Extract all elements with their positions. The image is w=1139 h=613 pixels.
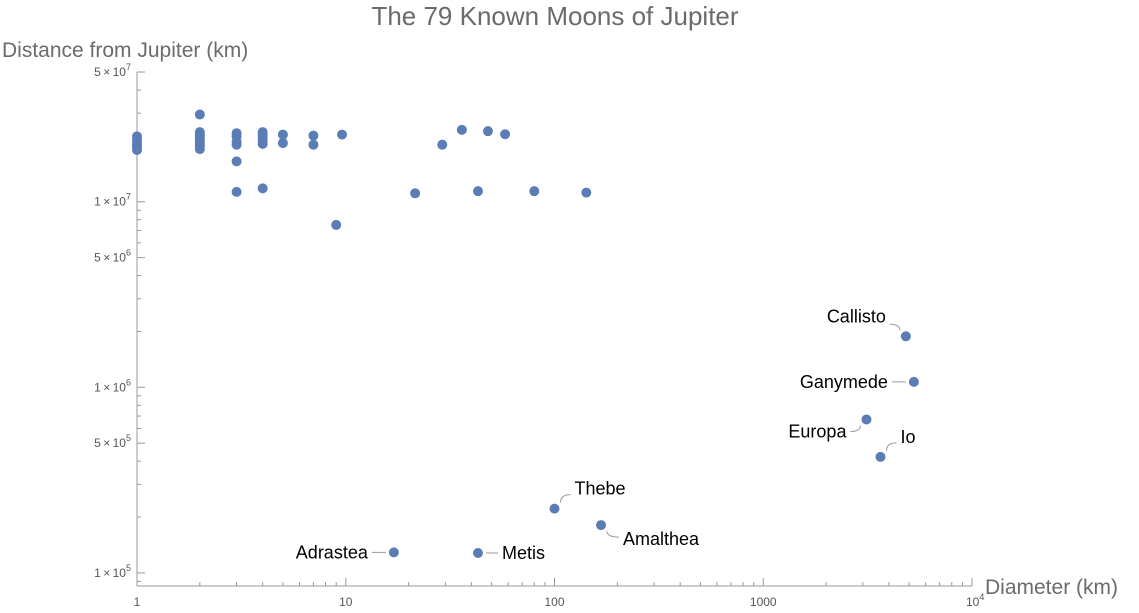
- x-axis-title: Diameter (km): [985, 576, 1118, 599]
- moon-point-callisto: [900, 331, 911, 342]
- moon-point: [482, 126, 493, 137]
- moon-point: [472, 186, 483, 197]
- data-points: [132, 109, 919, 559]
- y-tick-label: 1 × 105: [94, 563, 131, 580]
- x-tick-label: 100: [544, 595, 564, 609]
- y-tick-label: 1 × 107: [94, 192, 131, 209]
- annotation-leader-line: [606, 531, 619, 538]
- y-tick-label: 5 × 105: [94, 433, 131, 450]
- x-axis-ticks: 1 10 100 1000 104: [134, 578, 984, 609]
- x-tick-label: 10: [339, 595, 353, 609]
- annotation-label-adrastea: Adrastea: [296, 542, 369, 562]
- moon-point: [308, 139, 319, 150]
- annotation-label-metis: Metis: [502, 543, 545, 563]
- moon-point: [437, 139, 448, 150]
- annotation-label-thebe: Thebe: [575, 479, 626, 499]
- moon-point: [194, 109, 205, 120]
- moon-point: [231, 139, 242, 150]
- moon-point: [277, 138, 288, 149]
- annotation-label-io: Io: [900, 427, 915, 447]
- annotation-label-amalthea: Amalthea: [623, 529, 700, 549]
- moon-point-europa: [861, 414, 872, 425]
- y-tick-label: 1 × 106: [94, 377, 131, 394]
- moon-point-amalthea: [595, 520, 606, 531]
- y-tick-label: 5 × 107: [94, 62, 131, 79]
- x-tick-label: 104: [966, 592, 984, 609]
- y-axis-ticks: 1 × 105 5 × 105 1 × 106 5 × 106 1 × 107 5 × 1…: [94, 62, 145, 582]
- moon-point-metis: [472, 548, 483, 559]
- moon-point-adrastea: [388, 547, 399, 558]
- moon-point: [500, 129, 511, 140]
- moon-point: [308, 130, 319, 141]
- chart-title: The 79 Known Moons of Jupiter: [371, 1, 738, 31]
- annotation-label-ganymede: Ganymede: [800, 372, 888, 392]
- moon-point: [331, 219, 342, 230]
- moon-point: [581, 187, 592, 198]
- moon-point: [456, 124, 467, 135]
- x-tick-exponent: 4: [979, 592, 984, 602]
- moon-point-ganymede: [908, 376, 919, 387]
- y-axis-title: Distance from Jupiter (km): [2, 39, 248, 62]
- moon-point: [132, 144, 142, 155]
- annotation-label-europa: Europa: [788, 421, 847, 441]
- x-tick-label: 1: [134, 595, 141, 609]
- point-annotations: Adrastea Metis Thebe Amalthea Europa Io Callis…: [296, 306, 916, 563]
- annotation-leader-line: [885, 442, 897, 451]
- moon-point: [277, 129, 288, 140]
- annotation-leader-line: [889, 323, 901, 331]
- annotation-leader-line: [560, 494, 571, 503]
- moon-point-thebe: [549, 503, 560, 514]
- moon-point: [410, 188, 421, 199]
- moon-point: [194, 144, 205, 155]
- x-tick-label: 1000: [750, 595, 777, 609]
- annotation-leader-line: [850, 425, 861, 432]
- moon-point: [231, 186, 242, 197]
- moon-point: [257, 138, 268, 149]
- moon-point-io: [875, 451, 886, 462]
- y-tick-label: 5 × 106: [94, 248, 131, 265]
- moon-point: [231, 156, 242, 167]
- moon-point: [257, 183, 268, 194]
- moon-point: [337, 129, 348, 140]
- annotation-label-callisto: Callisto: [827, 306, 886, 326]
- moon-point: [529, 186, 540, 197]
